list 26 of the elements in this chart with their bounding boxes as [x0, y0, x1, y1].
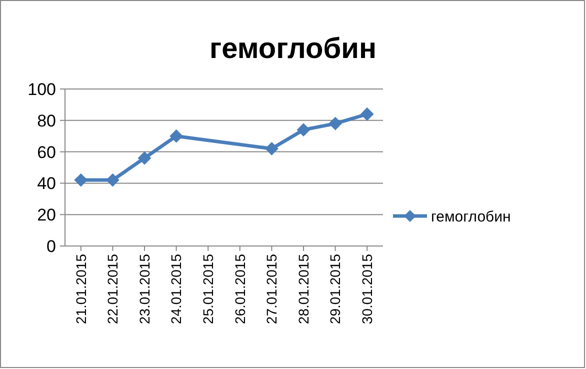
- point: [265, 142, 278, 156]
- y-tick-label: 40: [37, 174, 56, 194]
- x-tick-label: 26.01.2015: [232, 254, 248, 324]
- legend-label: гемоглобин: [431, 208, 511, 226]
- x-tick-label: 30.01.2015: [359, 254, 375, 324]
- point: [74, 174, 88, 187]
- chart-title: гемоглобин: [210, 33, 376, 65]
- y-tick-label: 20: [37, 206, 56, 225]
- x-tick-label: 28.01.2015: [295, 254, 312, 324]
- point: [138, 152, 151, 165]
- y-tick-label: 60: [37, 142, 56, 162]
- y-tick-label: 100: [28, 80, 56, 99]
- point: [297, 123, 310, 136]
- y-tick-label: 0: [46, 236, 56, 256]
- x-tick-label: 22.01.2015: [104, 254, 121, 324]
- point: [106, 174, 120, 187]
- x-tick-label: 25.01.2015: [200, 254, 216, 324]
- point: [170, 130, 183, 143]
- x-tick-label: 21.01.2015: [72, 254, 89, 324]
- x-tick-label: 27.01.2015: [264, 254, 280, 324]
- x-tick-label: 23.01.2015: [136, 254, 152, 324]
- x-tick-label: 29.01.2015: [327, 254, 344, 324]
- point: [360, 108, 374, 121]
- x-tick-label: 24.01.2015: [168, 254, 184, 324]
- point: [328, 117, 342, 130]
- y-tick-label: 80: [37, 111, 56, 130]
